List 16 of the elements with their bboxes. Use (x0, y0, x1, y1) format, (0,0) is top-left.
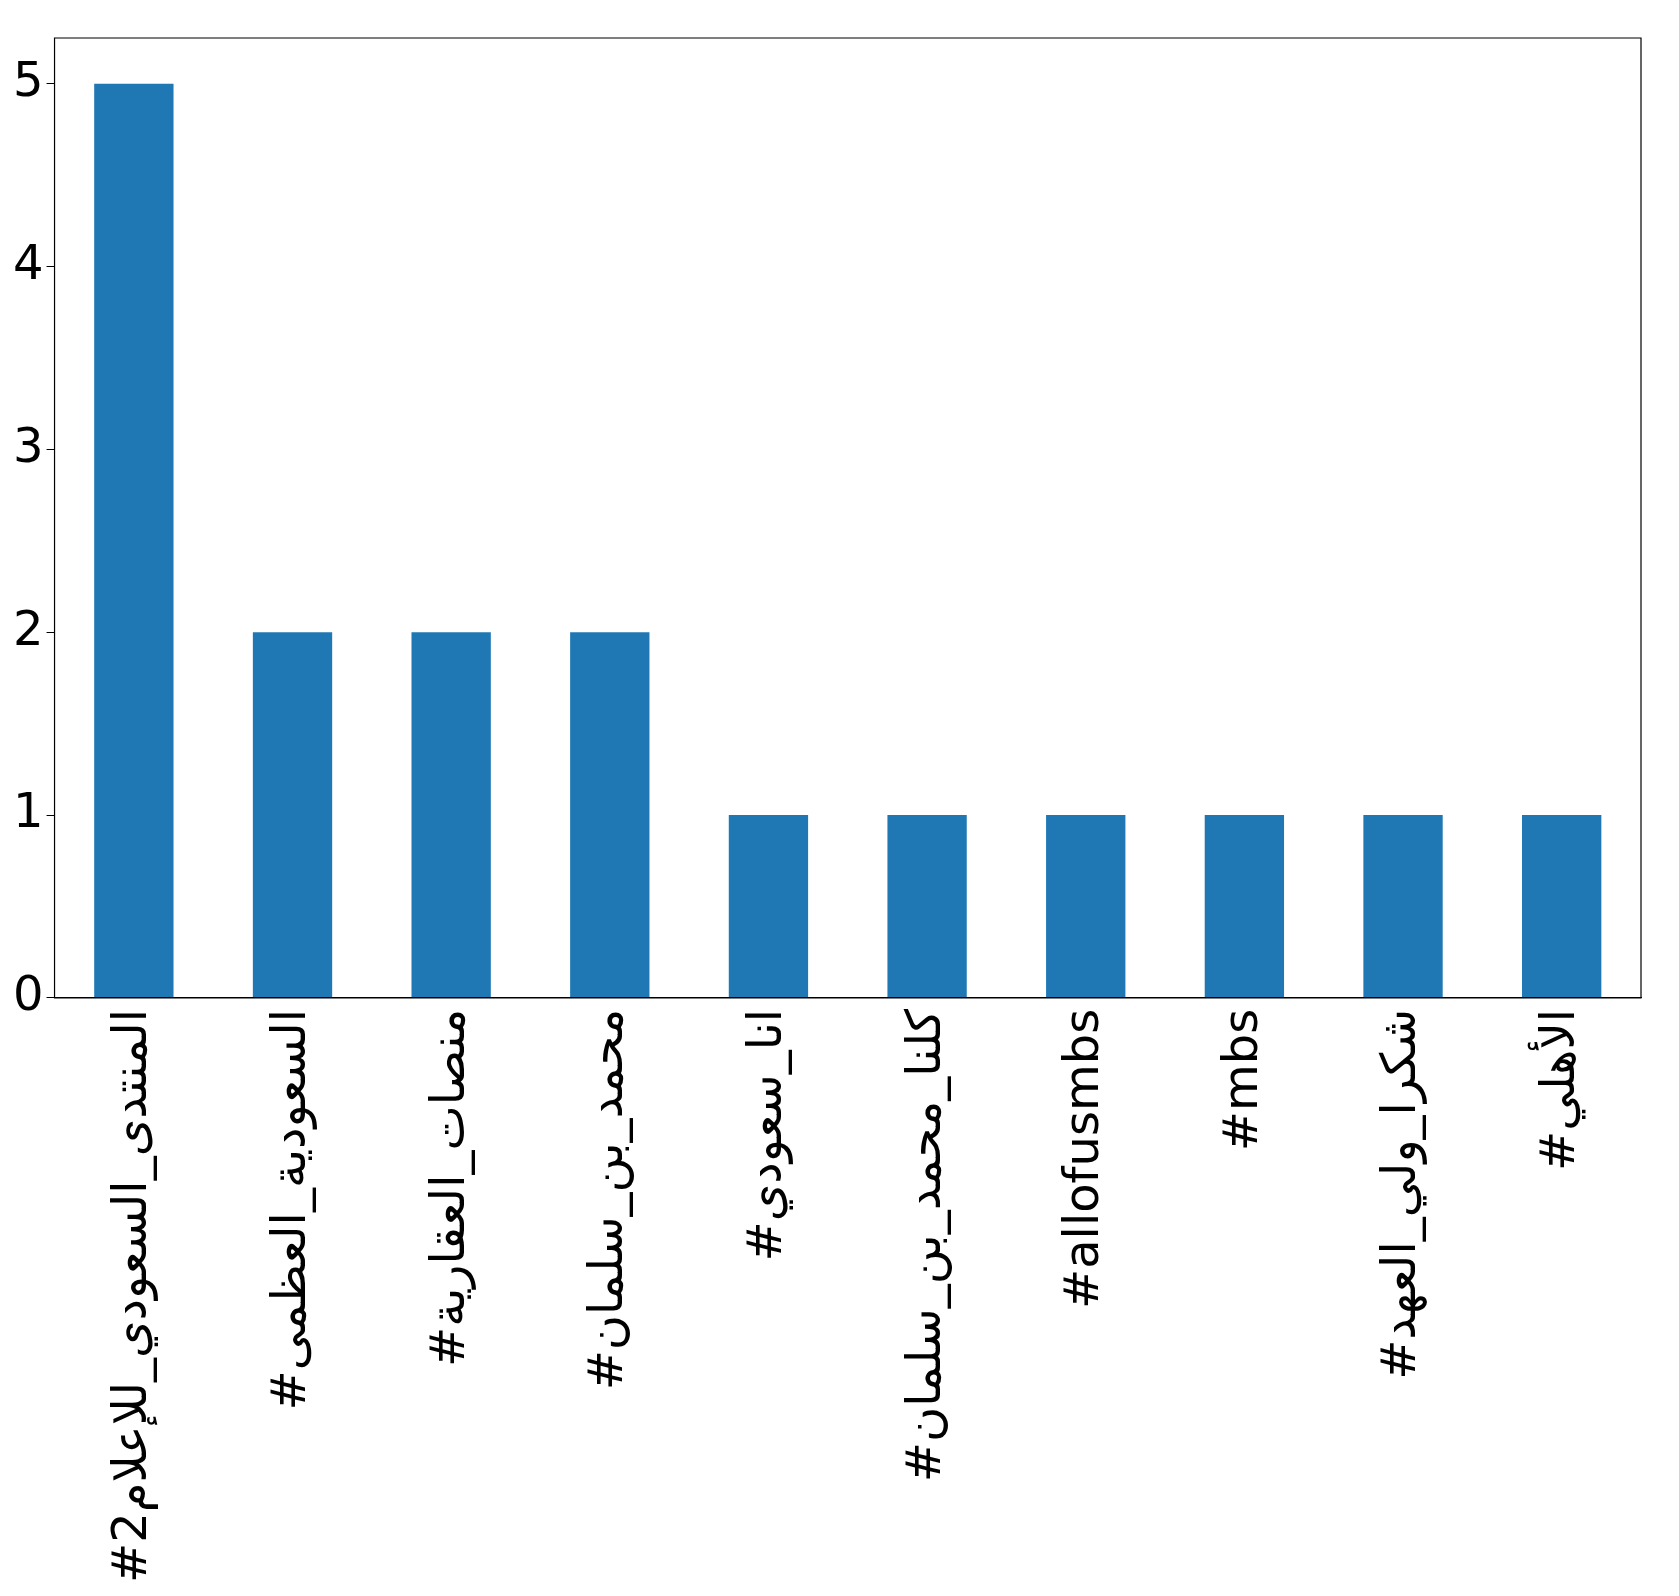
x-tick-label: #السعودية_العظمى (259, 1008, 317, 1411)
y-tick-label: 0 (12, 965, 44, 1022)
x-tick-label: #انا_سعودي (735, 1008, 793, 1262)
y-tick-label: 2 (12, 599, 44, 656)
x-tick-label: #كلنا_محمد_بن_سلمان (894, 1008, 952, 1483)
y-tick-label: 4 (12, 234, 44, 290)
y-tick-label: 3 (12, 416, 44, 473)
x-tick-label: #allofusmbs (1053, 1008, 1110, 1310)
x-tick-label: #الأهلي (1527, 1008, 1587, 1171)
x-tick-label: #mbs (1211, 1008, 1268, 1152)
x-tick-label: #منصات_العقارية (418, 1008, 476, 1368)
x-tick-label: #شكرا_ولي_العهد (1370, 1008, 1428, 1380)
y-tick-label: 1 (12, 782, 44, 839)
x-tick-label: #محمد_بن_سلمان (577, 1008, 635, 1391)
x-tick-label: #المنتدى_السعودي_للإعلام2 (101, 1008, 159, 1584)
y-tick-label: 5 (12, 51, 44, 108)
